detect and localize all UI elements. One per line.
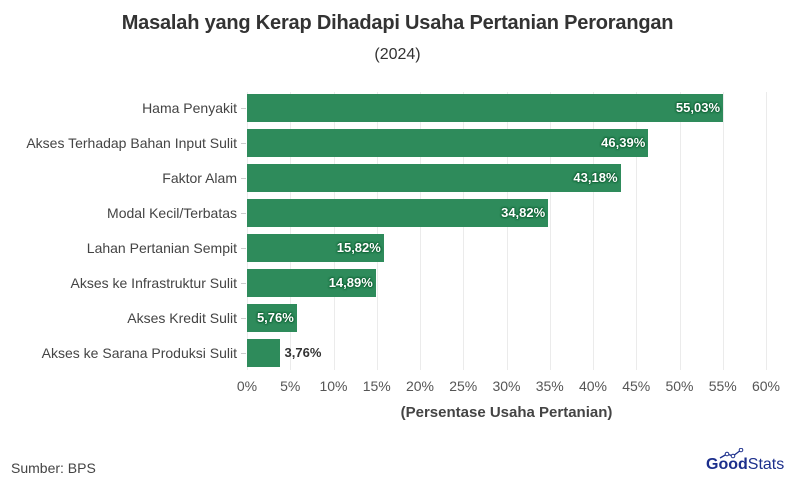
y-tick-mark: [241, 318, 246, 319]
gridline: [463, 92, 464, 370]
goodstats-logo: GoodStats: [706, 448, 785, 474]
y-tick-mark: [241, 248, 246, 249]
gridline: [377, 92, 378, 370]
category-label: Modal Kecil/Terbatas: [107, 205, 237, 221]
gridline: [550, 92, 551, 370]
bar: [247, 94, 723, 122]
x-tick-label: 25%: [449, 378, 478, 394]
x-tick-label: 10%: [319, 378, 348, 394]
bar-value-label: 34,82%: [501, 205, 546, 220]
x-tick-label: 35%: [535, 378, 564, 394]
bar-value-label: 43,18%: [573, 170, 618, 185]
bar: [247, 304, 297, 332]
x-tick-label: 15%: [362, 378, 391, 394]
trend-line-icon: [719, 448, 744, 459]
gridline: [290, 92, 291, 370]
bar: [247, 164, 621, 192]
bar-value-label: 46,39%: [601, 135, 646, 150]
y-tick-mark: [241, 108, 246, 109]
logo-text-stats: Stats: [747, 456, 785, 473]
y-tick-mark: [241, 143, 246, 144]
x-tick-label: 45%: [622, 378, 651, 394]
gridline: [420, 92, 421, 370]
bar: [247, 234, 384, 262]
chart-subtitle: (2024): [374, 46, 421, 63]
gridline: [636, 92, 637, 370]
bar: [247, 199, 549, 227]
y-tick-mark: [241, 178, 246, 179]
category-label: Hama Penyakit: [142, 100, 237, 116]
category-label: Akses Kredit Sulit: [127, 310, 237, 326]
gridline: [680, 92, 681, 370]
category-label: Akses ke Sarana Produksi Sulit: [41, 345, 237, 361]
y-tick-mark: [241, 283, 246, 284]
source-note: Sumber: BPS: [11, 460, 96, 476]
bar-value-label: 15,82%: [336, 240, 381, 255]
bar: [247, 129, 649, 157]
x-tick-label: 40%: [578, 378, 608, 394]
chart-title: Masalah yang Kerap Dihadapi Usaha Pertan…: [121, 12, 674, 34]
x-tick-label: 60%: [751, 378, 781, 394]
gridline: [593, 92, 594, 370]
bar-value-label: 3,76%: [284, 345, 322, 360]
plot-area: 55,03% 46,39% 43,18% 34,82% 15,82% 14,89% 5,76…: [247, 92, 767, 370]
x-tick-label: 20%: [405, 378, 435, 394]
category-label: Akses ke Infrastruktur Sulit: [70, 275, 237, 291]
x-tick-label: 30%: [492, 378, 521, 394]
bar: [247, 269, 376, 297]
category-label: Lahan Pertanian Sempit: [86, 240, 237, 256]
x-axis-label: (Persentase Usaha Pertanian): [400, 404, 613, 421]
bar-value-label: 5,76%: [256, 310, 294, 325]
y-tick-mark: [241, 353, 246, 354]
gridline: [507, 92, 508, 370]
logo-text-good: Good: [706, 456, 748, 473]
x-tick-label: 55%: [708, 378, 737, 394]
bar-value-label: 55,03%: [675, 100, 720, 115]
gridline: [766, 92, 767, 370]
bar: [247, 339, 280, 367]
category-label: Faktor Alam: [162, 170, 237, 186]
x-tick-label: 5%: [280, 378, 301, 394]
x-tick-label: 50%: [665, 378, 694, 394]
x-tick-label: 0%: [236, 378, 258, 394]
category-label: Akses Terhadap Bahan Input Sulit: [26, 135, 237, 151]
y-tick-mark: [241, 213, 246, 214]
gridline: [247, 92, 248, 370]
gridline: [723, 92, 724, 370]
bar-value-label: 14,89%: [328, 275, 373, 290]
gridline: [334, 92, 335, 370]
